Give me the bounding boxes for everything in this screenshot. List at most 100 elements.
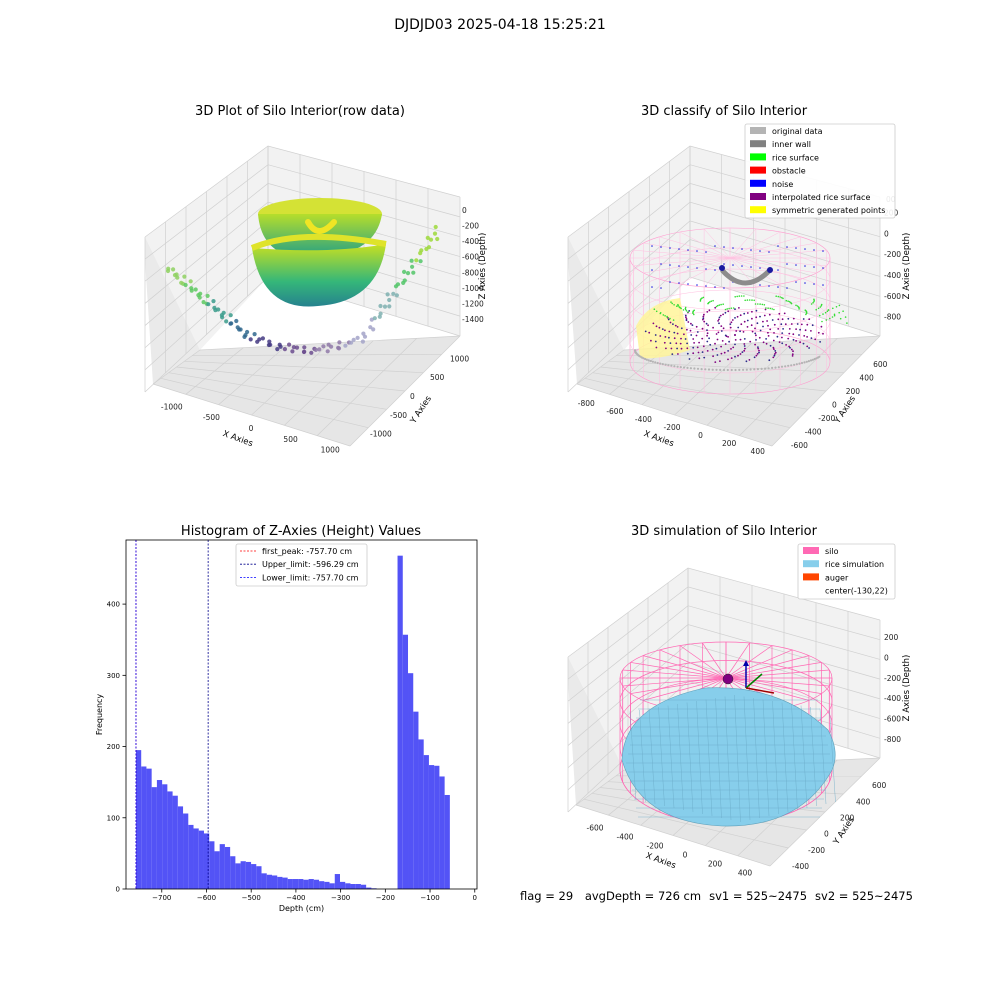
legend-label: center(-130,22) [825,587,888,596]
interpolated-point [685,316,687,319]
wall-point [196,293,201,298]
interpolated-point [751,317,753,320]
interpolated-point [798,334,800,336]
histogram-bar [188,824,194,889]
z-tick-label: -800 [884,313,901,322]
original-point [813,357,816,361]
rice-point [757,303,759,305]
interpolated-point [740,323,743,326]
interpolated-point [673,337,676,340]
interpolated-point [774,351,777,354]
interpolated-point [742,331,745,333]
rice-point [781,296,783,299]
noise-point [759,250,761,252]
noise-point [741,265,743,267]
original-point [647,359,650,362]
rice-point [726,308,728,310]
interpolated-point [732,346,735,349]
wall-point [387,304,392,309]
interpolated-point [744,347,746,350]
interpolated-point [787,317,790,320]
classify-plot-title: 3D classify of Silo Interior [640,104,808,119]
interpolated-point [758,336,761,339]
interpolated-point [769,344,772,347]
interpolated-point [804,329,807,332]
legend-swatch [803,547,819,554]
rice-point [685,310,688,312]
x-tick-label: 0 [683,851,688,860]
interpolated-point [684,338,687,340]
original-point [745,368,748,371]
rice-point [779,296,781,298]
interpolated-point [781,336,783,339]
rice-point [653,308,656,311]
x-tick-label: -1000 [161,402,183,411]
histogram-bar [172,795,178,889]
rice-point [715,305,718,308]
rice-point [734,296,736,298]
wall-point [428,237,434,242]
original-point [686,366,689,369]
rice-point [702,296,705,299]
wall-point [278,344,283,349]
raw-z-axis-label: Z Axies (Depth) [478,233,488,300]
noise-point [777,286,779,288]
interpolated-point [711,348,714,351]
histogram-bar [240,861,246,889]
interpolated-point [696,346,699,349]
interpolated-point [792,350,794,353]
rice-point [812,301,814,304]
interpolated-point [686,347,689,350]
interpolated-point [706,350,709,352]
raw-wall-points [165,224,440,355]
original-point [651,360,655,363]
rice-point [724,308,727,311]
noise-point [660,263,662,265]
histogram-bar [219,844,225,889]
rice-point [777,295,780,298]
interpolated-point [763,314,766,317]
histogram-bar [235,863,241,889]
x-tick-label: 0 [249,424,254,433]
interpolated-point [743,320,746,323]
interpolated-point [650,339,652,342]
interpolated-point [683,333,685,336]
noise-point [786,287,788,289]
rice-point [788,301,791,303]
original-point [807,360,811,363]
rice-point [744,299,746,302]
histogram-bar [266,874,272,889]
original-point [649,359,652,363]
rice-point [815,308,817,311]
interpolated-point [718,318,720,321]
interpolated-point [743,349,746,352]
y-tick-label: 600 [872,781,887,790]
interpolated-point [680,347,683,350]
interpolated-point [729,323,732,325]
interpolated-point [708,337,710,340]
interpolated-point [654,340,657,343]
noise-point [669,264,671,266]
z-tick-label: -600 [462,253,479,262]
original-point [809,359,813,362]
original-point [777,366,780,369]
histogram-bar [287,879,293,889]
interpolated-point [727,310,730,313]
wall-point [245,329,250,335]
y-tick-label: -200 [808,846,825,855]
wall-point [282,347,287,352]
interpolated-point [739,330,741,333]
rice-point [680,307,682,310]
interpolated-point [754,343,756,346]
interpolated-point [667,318,670,321]
rice-point [671,302,673,305]
noise-point [660,246,662,248]
interpolated-point [709,343,712,346]
histogram-bar [277,876,283,889]
x-tick-label: 200 [708,860,723,869]
noise-point [678,282,680,284]
rice-point [730,307,733,310]
interpolated-point [750,324,753,327]
y-tick-label: 200 [107,743,120,751]
z-tick-label: 0 [884,229,889,238]
